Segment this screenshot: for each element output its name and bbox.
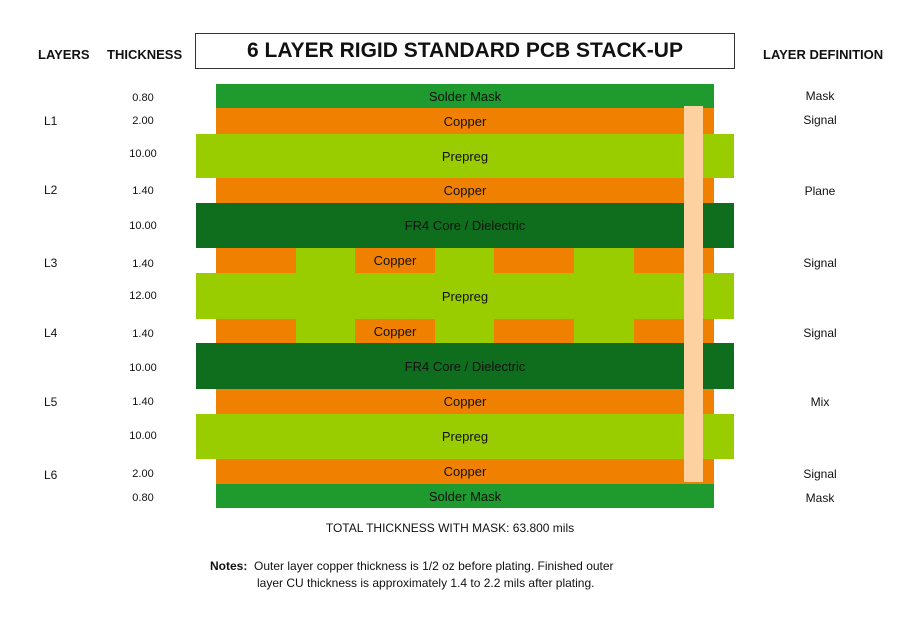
solder-mask-bottom: Solder Mask bbox=[216, 484, 714, 508]
thickness-value: 2.00 bbox=[132, 468, 154, 480]
copper-trace-l3 bbox=[494, 248, 574, 273]
thickness-value: 12.00 bbox=[129, 290, 157, 302]
fr4-core-2: FR4 Core / Dielectric bbox=[196, 343, 734, 389]
notes-line-2: layer CU thickness is approximately 1.4 … bbox=[257, 576, 595, 590]
copper-trace-l3 bbox=[216, 248, 296, 273]
l3-fill bbox=[216, 248, 714, 273]
fr4-core-1: FR4 Core / Dielectric bbox=[196, 203, 734, 248]
layer-label: L2 bbox=[44, 183, 58, 197]
copper-l2: Copper bbox=[216, 178, 714, 203]
layer-label: L1 bbox=[44, 114, 58, 128]
solder-mask-top: Solder Mask bbox=[216, 84, 714, 108]
layer-label: L6 bbox=[44, 468, 58, 482]
thickness-value: 10.00 bbox=[129, 148, 157, 160]
prepreg-2: Prepreg bbox=[196, 273, 734, 319]
layer-definition: Mask bbox=[805, 89, 835, 103]
layer-definition-header: LAYER DEFINITION bbox=[763, 47, 884, 62]
notes-line-1: Outer layer copper thickness is 1/2 oz b… bbox=[254, 559, 614, 573]
copper-l3: Copper bbox=[355, 248, 435, 273]
prepreg-1: Prepreg bbox=[196, 134, 734, 178]
diagram-title: 6 LAYER RIGID STANDARD PCB STACK-UP bbox=[195, 33, 735, 69]
thickness-value: 10.00 bbox=[129, 220, 157, 232]
thickness-value: 10.00 bbox=[129, 430, 157, 442]
layers-header: LAYERS bbox=[38, 47, 90, 62]
l4-fill bbox=[216, 319, 714, 343]
layer-definition: Signal bbox=[803, 256, 837, 270]
thickness-header: THICKNESS bbox=[107, 47, 183, 62]
total-thickness: TOTAL THICKNESS WITH MASK: 63.800 mils bbox=[325, 521, 575, 535]
copper-l5: Copper bbox=[216, 389, 714, 414]
layer-definition: Signal bbox=[803, 326, 837, 340]
notes-label: Notes: bbox=[210, 559, 248, 573]
copper-l6: Copper bbox=[216, 459, 714, 484]
thickness-value: 1.40 bbox=[132, 185, 154, 197]
copper-l4: Copper bbox=[355, 319, 435, 343]
thickness-value: 0.80 bbox=[132, 92, 154, 104]
thickness-value: 1.40 bbox=[132, 258, 154, 270]
layer-definition: Mask bbox=[805, 491, 835, 505]
layer-definition: Signal bbox=[803, 113, 837, 127]
notes: Notes: Outer layer copper thickness is 1… bbox=[210, 558, 690, 592]
layer-label: L5 bbox=[44, 395, 58, 409]
layer-definition: Plane bbox=[804, 184, 836, 198]
thickness-value: 0.80 bbox=[132, 492, 154, 504]
layer-label: L4 bbox=[44, 326, 58, 340]
prepreg-3: Prepreg bbox=[196, 414, 734, 459]
copper-l1: Copper bbox=[216, 108, 714, 134]
thickness-value: 1.40 bbox=[132, 328, 154, 340]
layer-definition: Mix bbox=[810, 395, 830, 409]
copper-trace-l4 bbox=[494, 319, 574, 343]
thickness-value: 10.00 bbox=[129, 362, 157, 374]
thickness-value: 2.00 bbox=[132, 115, 154, 127]
thickness-value: 1.40 bbox=[132, 396, 154, 408]
layer-label: L3 bbox=[44, 256, 58, 270]
layer-definition: Signal bbox=[803, 467, 837, 481]
plated-via bbox=[684, 106, 703, 482]
copper-trace-l4 bbox=[216, 319, 296, 343]
